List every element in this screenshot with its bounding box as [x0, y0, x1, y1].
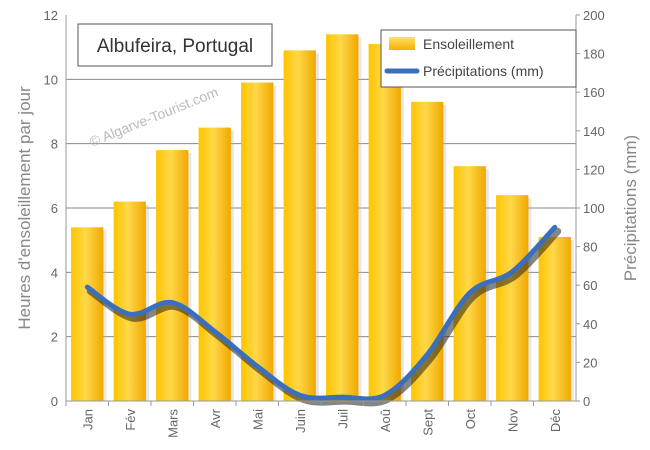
sunshine-bar: [198, 127, 231, 401]
x-tick-label: Mars: [165, 409, 180, 438]
sunshine-bar: [156, 150, 189, 401]
y-axis-title-left: Heures d'ensoleillement par jour: [15, 86, 34, 330]
y-tick-label-right: 60: [583, 278, 597, 293]
x-tick-labels: Jan Fév Mars Avr Mai Juin Juil Aoû Sept Oct Nov Déc: [65, 401, 563, 438]
precipitation-line-path: [84, 224, 558, 402]
y-tick-label-right: 140: [583, 124, 605, 139]
x-tick-label: Avr: [208, 408, 223, 428]
legend: Ensoleillement Précipitations (mm): [380, 29, 577, 88]
y-tick-label-left: 0: [51, 394, 58, 409]
precipitation-line-shadow: [86, 227, 562, 407]
legend-label-sunshine: Ensoleillement: [423, 36, 514, 52]
y-tick-label-left: 12: [44, 8, 58, 23]
sunshine-bar: [538, 236, 571, 401]
y-tick-label-right: 120: [583, 162, 605, 177]
sunshine-bars: [71, 34, 574, 402]
x-tick-label: Mai: [250, 409, 265, 430]
chart-title-box: Albufeira, Portugal: [77, 23, 273, 67]
sunshine-bar: [71, 227, 104, 401]
x-tick-label: Jan: [80, 409, 95, 430]
y-tick-label-right: 20: [583, 355, 597, 370]
x-tick-label: Juil: [335, 409, 350, 429]
sunshine-bar: [283, 50, 316, 402]
x-tick-label: Sept: [420, 409, 435, 436]
left-tick-labels: 0 2 4 6 8 10 12: [44, 8, 58, 409]
sunshine-bar: [496, 195, 529, 401]
legend-swatch-sunshine: [389, 37, 415, 50]
gridlines: [66, 78, 576, 338]
y-tick-label-left: 6: [51, 201, 58, 216]
x-tick-label: Oct: [463, 409, 478, 430]
x-tick-label: Aoû: [378, 409, 393, 432]
sunshine-bar: [241, 82, 274, 402]
title-frame: [77, 23, 273, 67]
y-tick-label-right: 80: [583, 240, 597, 255]
y-tick-label-left: 2: [51, 330, 58, 345]
chart-title: Albufeira, Portugal: [97, 36, 253, 57]
y-axis-title-right: Précipitations (mm): [621, 135, 640, 281]
legend-label-precipitation: Précipitations (mm): [423, 63, 544, 79]
y-tick-label-right: 40: [583, 317, 597, 332]
y-tick-label-left: 4: [51, 265, 58, 280]
y-tick-label-right: 0: [583, 394, 590, 409]
y-tick-label-right: 180: [583, 47, 605, 62]
x-tick-label: Juin: [293, 409, 308, 433]
y-tick-label-right: 100: [583, 201, 605, 216]
x-tick-label: Déc: [548, 409, 563, 433]
sunshine-bar: [326, 34, 359, 402]
precipitation-line: [84, 224, 562, 407]
right-tick-labels: 0 20 40 60 80 100 120 140 160 180 200: [576, 8, 605, 409]
sunshine-bar: [368, 43, 401, 401]
y-tick-label-right: 160: [583, 85, 605, 100]
x-tick-label: Nov: [505, 409, 520, 433]
x-tick-label: Fév: [123, 409, 138, 431]
y-tick-label-left: 10: [44, 72, 58, 87]
y-tick-label-right: 200: [583, 8, 605, 23]
sunshine-bar: [113, 201, 146, 401]
y-tick-label-left: 8: [51, 137, 58, 152]
